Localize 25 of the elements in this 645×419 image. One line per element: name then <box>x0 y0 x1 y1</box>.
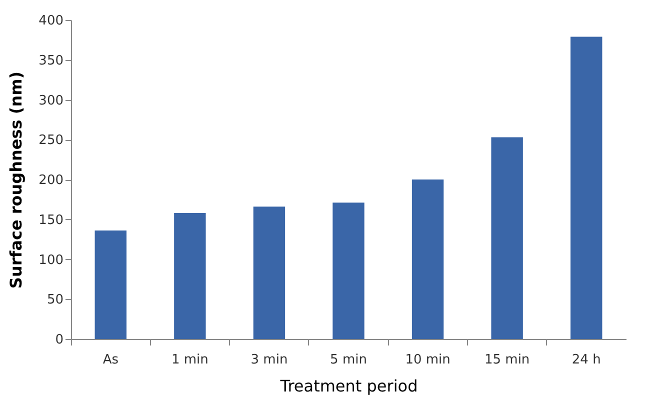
y-tick-label: 300 <box>38 93 64 108</box>
bar <box>253 206 286 339</box>
x-tick-label: 24 h <box>572 352 601 368</box>
x-tick-label: 3 min <box>250 352 288 368</box>
y-tick-label: 100 <box>38 252 64 268</box>
y-tick-label: 350 <box>38 53 64 68</box>
y-tick-label: 150 <box>38 212 64 228</box>
bar <box>332 202 364 339</box>
y-axis-title: Surface roughness (nm) <box>6 71 26 289</box>
bar <box>412 180 444 339</box>
x-tick-label: 15 min <box>484 352 530 368</box>
x-tick-label: 5 min <box>330 352 367 368</box>
x-axis-title: Treatment period <box>279 376 418 396</box>
bar <box>491 137 523 339</box>
y-tick-label: 200 <box>38 173 64 188</box>
x-tick-label: As <box>102 352 119 368</box>
y-tick-label: 400 <box>38 14 64 28</box>
y-tick-label: 50 <box>46 292 64 308</box>
y-tick-label: 250 <box>38 133 64 148</box>
x-tick-label: 10 min <box>405 352 450 368</box>
bar <box>174 212 206 339</box>
bar <box>94 230 126 339</box>
bar <box>570 36 602 339</box>
x-tick-label: 1 min <box>171 352 208 368</box>
y-tick-label: 0 <box>55 332 64 348</box>
